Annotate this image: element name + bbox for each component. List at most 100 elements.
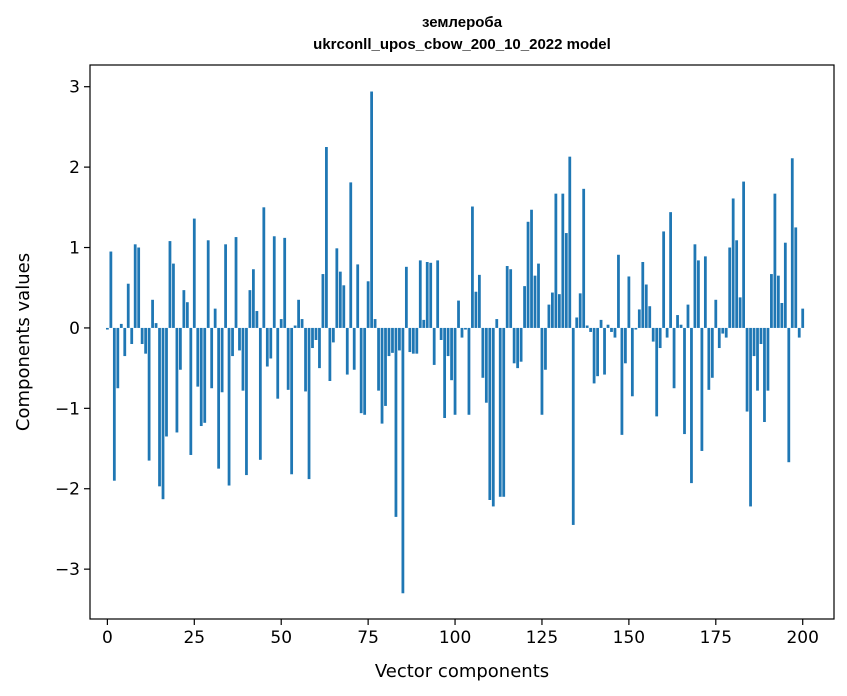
bar-49 (276, 327, 280, 399)
bar-89 (415, 327, 419, 354)
bar-11 (144, 327, 148, 354)
bar-12 (147, 327, 151, 461)
bar-127 (547, 304, 551, 328)
bar-43 (255, 311, 259, 328)
bar-29 (206, 240, 210, 328)
bar-25 (192, 218, 196, 328)
bar-90 (418, 260, 422, 328)
bar-35 (227, 327, 231, 486)
bar-70 (349, 182, 353, 328)
bar-91 (422, 319, 426, 328)
bar-135 (575, 317, 579, 328)
chart-subtitle: ukrconll_upos_cbow_200_10_2022 model (313, 36, 611, 53)
y-tick-label: −2 (55, 480, 80, 500)
bar-181 (735, 240, 739, 328)
bar-170 (697, 260, 700, 328)
x-tick-label: 175 (700, 628, 732, 648)
bar-93 (429, 262, 433, 328)
bar-162 (669, 212, 672, 328)
bar-19 (172, 263, 175, 328)
bar-112 (495, 319, 499, 328)
bar-178 (724, 327, 728, 338)
x-tick-label: 50 (270, 628, 292, 648)
bar-4 (119, 323, 123, 328)
bar-167 (686, 304, 690, 328)
bar-126 (544, 327, 547, 370)
chart-title: землероба (421, 14, 503, 31)
bar-15 (158, 327, 161, 487)
bar-192 (773, 193, 777, 328)
bar-78 (377, 327, 380, 391)
bar-71 (352, 327, 356, 370)
bar-124 (537, 263, 540, 328)
y-tick-label: −3 (55, 560, 80, 580)
bar-38 (238, 327, 241, 351)
bar-57 (304, 327, 307, 392)
bar-6 (126, 283, 130, 328)
bar-152 (634, 327, 638, 330)
bar-164 (676, 315, 679, 328)
bar-139 (589, 327, 593, 332)
bar-21 (179, 327, 182, 370)
bar-102 (460, 327, 464, 338)
bar-175 (714, 299, 718, 328)
bar-189 (763, 327, 766, 423)
bar-5 (123, 327, 127, 357)
y-axis-ticks: −3 −2 −1 0 1 2 3 (55, 78, 90, 580)
bar-117 (512, 327, 516, 364)
bar-60 (314, 327, 318, 340)
bars-group (105, 91, 805, 594)
bar-154 (641, 262, 645, 328)
bar-111 (491, 327, 495, 507)
bar-166 (683, 327, 686, 435)
bar-100 (453, 327, 457, 415)
bar-190 (766, 327, 770, 391)
bar-80 (384, 327, 387, 406)
bar-133 (568, 156, 572, 328)
bar-110 (488, 327, 492, 500)
bar-9 (137, 247, 141, 328)
bar-125 (540, 327, 544, 415)
bar-68 (342, 285, 346, 328)
bar-137 (582, 188, 586, 328)
bar-160 (662, 231, 666, 328)
bar-118 (516, 327, 520, 369)
bar-198 (794, 227, 798, 328)
bar-85 (401, 327, 405, 594)
bar-197 (790, 158, 794, 328)
bar-96 (439, 327, 443, 340)
x-tick-label: 75 (357, 628, 379, 648)
bar-113 (498, 327, 502, 497)
bar-158 (655, 327, 659, 417)
bar-73 (359, 327, 363, 414)
bar-0 (105, 327, 109, 330)
bar-157 (651, 327, 655, 342)
bar-116 (509, 269, 513, 328)
bar-77 (373, 319, 377, 328)
bar-44 (258, 327, 262, 460)
bar-30 (210, 327, 214, 389)
bar-194 (780, 303, 784, 328)
bar-76 (370, 91, 373, 328)
y-tick-label: 1 (69, 239, 80, 259)
bar-47 (269, 327, 273, 359)
bar-183 (742, 181, 745, 328)
x-tick-label: 125 (526, 628, 558, 648)
bar-185 (749, 327, 752, 507)
bar-51 (283, 237, 287, 328)
bar-69 (345, 327, 349, 375)
bar-155 (644, 284, 648, 328)
bar-56 (300, 319, 304, 328)
bar-186 (752, 327, 756, 357)
bar-173 (707, 327, 711, 390)
bar-33 (220, 327, 224, 393)
bar-128 (551, 292, 554, 328)
bar-108 (481, 327, 485, 378)
bar-63 (325, 147, 328, 328)
bar-1 (109, 251, 113, 328)
bar-83 (394, 327, 398, 517)
bar-14 (154, 323, 158, 328)
bar-34 (224, 244, 227, 328)
bar-20 (175, 327, 179, 433)
